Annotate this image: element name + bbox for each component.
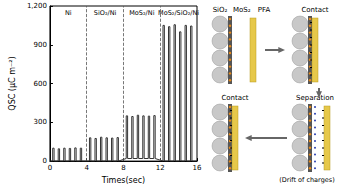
svg-text:SiO₂/Ni: SiO₂/Ni (94, 9, 117, 17)
svg-text:1,200: 1,200 (27, 2, 47, 10)
svg-text:QSC (μC m⁻²): QSC (μC m⁻²) (8, 56, 17, 110)
svg-text:MoS₂/Ni: MoS₂/Ni (129, 9, 154, 17)
svg-text:MoS₂: MoS₂ (233, 6, 251, 14)
svg-text:600: 600 (34, 80, 47, 88)
svg-text:0: 0 (42, 157, 46, 165)
svg-text:SiO₂: SiO₂ (213, 6, 228, 14)
svg-text:4: 4 (84, 164, 89, 172)
svg-text:300: 300 (34, 118, 47, 126)
svg-text:Separation: Separation (296, 94, 334, 102)
svg-text:(Drift of charges): (Drift of charges) (279, 176, 334, 184)
svg-text:PFA: PFA (258, 6, 271, 14)
svg-text:16: 16 (193, 164, 202, 172)
svg-text:Contact: Contact (301, 6, 328, 14)
svg-text:Ni: Ni (65, 9, 72, 17)
svg-text:Contact: Contact (221, 94, 248, 102)
svg-text:12: 12 (156, 164, 165, 172)
svg-text:900: 900 (34, 41, 47, 49)
svg-text:0: 0 (48, 164, 52, 172)
svg-text:Times(sec): Times(sec) (101, 176, 145, 185)
svg-text:8: 8 (121, 164, 125, 172)
svg-text:MoS₂/SiO₂/Ni: MoS₂/SiO₂/Ni (158, 9, 199, 17)
